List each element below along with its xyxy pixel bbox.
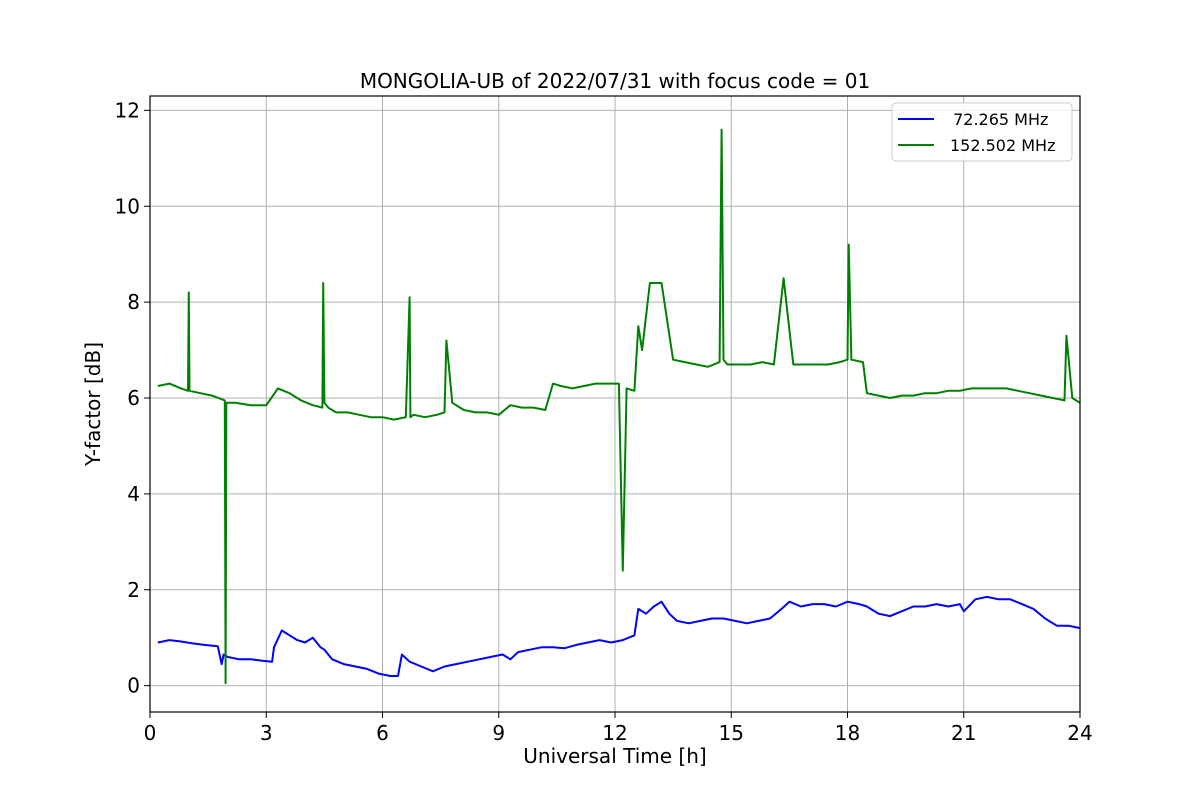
y-tick-label: 8	[127, 290, 140, 314]
x-tick-label: 6	[376, 721, 389, 745]
y-tick-label: 12	[115, 98, 140, 122]
x-tick-label: 15	[719, 721, 744, 745]
y-tick-label: 10	[115, 194, 140, 218]
x-tick-label: 9	[492, 721, 505, 745]
y-tick-label: 6	[127, 386, 140, 410]
x-tick-label: 0	[144, 721, 157, 745]
series-lines	[157, 128, 1081, 685]
x-axis-label: Universal Time [h]	[523, 744, 706, 768]
series-line-1	[157, 595, 1081, 677]
y-axis-label: Y-factor [dB]	[81, 342, 105, 467]
x-tick-label: 3	[260, 721, 273, 745]
y-tick-label: 4	[127, 482, 140, 506]
series-line-2	[157, 128, 1081, 685]
x-tick-label: 21	[951, 721, 976, 745]
x-tick-label: 24	[1067, 721, 1092, 745]
x-tick-label: 12	[602, 721, 627, 745]
chart-title: MONGOLIA-UB of 2022/07/31 with focus cod…	[360, 69, 870, 93]
legend-label-series-1: 72.265 MHz	[948, 110, 1048, 129]
legend: 72.265 MHz 152.502 MHz	[891, 102, 1073, 162]
x-tick-label: 18	[835, 721, 860, 745]
legend-label-series-2: 152.502 MHz	[950, 136, 1055, 155]
legend-box	[891, 102, 1073, 162]
y-tick-label: 2	[127, 578, 140, 602]
y-tick-label: 0	[127, 674, 140, 698]
